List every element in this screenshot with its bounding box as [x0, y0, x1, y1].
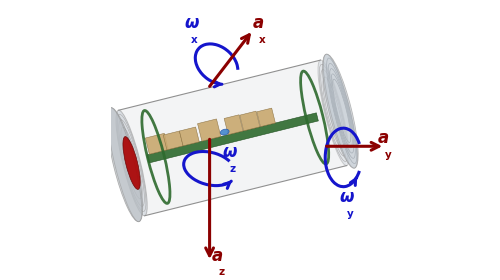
Polygon shape [240, 111, 260, 131]
Polygon shape [180, 127, 200, 146]
Polygon shape [146, 133, 169, 154]
Ellipse shape [322, 54, 358, 168]
Text: ω: ω [340, 188, 354, 206]
Ellipse shape [220, 129, 229, 135]
Text: y: y [346, 209, 354, 219]
Text: ω: ω [222, 143, 236, 162]
Text: x: x [191, 35, 198, 45]
Ellipse shape [318, 60, 349, 165]
Polygon shape [163, 131, 183, 150]
Text: a: a [252, 14, 264, 32]
Text: a: a [378, 129, 389, 148]
Ellipse shape [116, 110, 147, 216]
Ellipse shape [107, 108, 142, 222]
Text: ω: ω [184, 14, 198, 32]
Polygon shape [198, 119, 221, 141]
Text: x: x [259, 35, 266, 45]
Text: y: y [384, 150, 392, 160]
Polygon shape [224, 115, 243, 135]
Ellipse shape [123, 137, 140, 189]
Ellipse shape [108, 108, 142, 222]
Polygon shape [257, 108, 276, 127]
Text: a: a [212, 246, 223, 265]
Polygon shape [147, 113, 318, 163]
Text: z: z [218, 267, 224, 277]
Ellipse shape [324, 54, 358, 168]
Text: z: z [229, 164, 235, 174]
Polygon shape [118, 60, 346, 216]
